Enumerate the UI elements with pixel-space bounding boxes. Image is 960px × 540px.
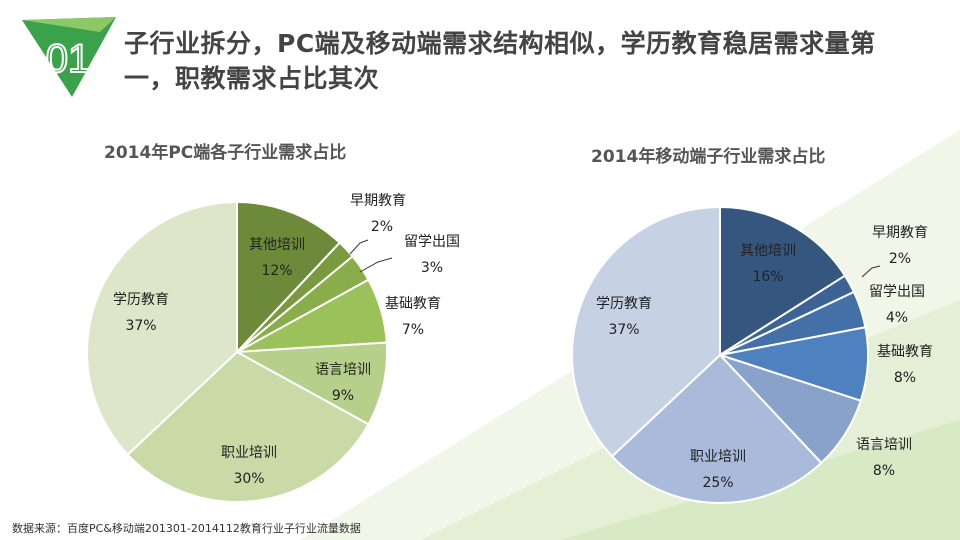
mobile-label-degree: 学历教育 37% xyxy=(596,296,652,338)
pie-pc xyxy=(86,200,388,503)
pie-slice-mobile-6 xyxy=(571,205,721,458)
pie-mobile xyxy=(571,205,869,504)
mobile-label-abroad: 留学出国 4% xyxy=(869,284,925,326)
mobile-label-other: 其他培训 16% xyxy=(740,243,796,285)
pc-label-early: 早期教育 2% xyxy=(350,193,406,235)
pie-slice-pc-0 xyxy=(236,200,342,355)
leader-lines xyxy=(349,239,881,278)
mobile-label-language: 语言培训 8% xyxy=(856,437,912,479)
mobile-label-vocational: 职业培训 25% xyxy=(690,449,746,491)
pc-label-other: 其他培训 12% xyxy=(249,237,305,279)
pc-label-language: 语言培训 9% xyxy=(315,362,371,404)
page-title: 子行业拆分，PC端及移动端需求结构相似，学历教育稳居需求量第一，职教需求占比其次 xyxy=(124,29,876,93)
section-badge-icon xyxy=(22,17,116,97)
pc-label-degree: 学历教育 37% xyxy=(113,292,169,334)
mobile-label-basic: 基础教育 8% xyxy=(877,344,933,386)
pie-slice-pc-5 xyxy=(126,350,370,503)
pc-label-abroad: 留学出国 3% xyxy=(404,234,460,276)
pie-slice-pc-6 xyxy=(86,200,238,457)
pc-label-vocational: 职业培训 30% xyxy=(221,445,277,487)
pie-slice-mobile-0 xyxy=(719,205,847,357)
mobile-label-early: 早期教育 2% xyxy=(872,225,928,267)
section-number: 01 xyxy=(46,37,91,81)
chart-title-mobile: 2014年移动端子行业需求占比 xyxy=(591,147,826,167)
pie-slice-mobile-5 xyxy=(610,353,823,504)
chart-title-pc: 2014年PC端各子行业需求占比 xyxy=(104,143,347,163)
pc-label-basic: 基础教育 7% xyxy=(385,296,441,338)
pie-slice-pc-4 xyxy=(233,341,388,426)
data-source-note: 数据来源：百度PC&移动端201301-2014112教育行业子行业流量数据 xyxy=(12,522,361,535)
